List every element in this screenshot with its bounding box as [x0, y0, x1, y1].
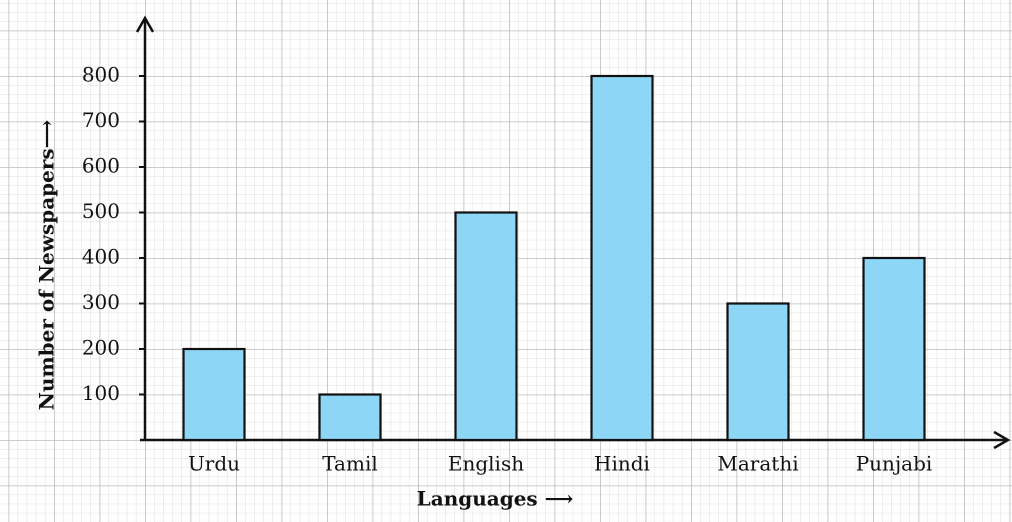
y-tick-label: 400	[82, 245, 120, 269]
y-tick-label: 300	[82, 290, 120, 314]
x-axis-arrow	[993, 430, 1011, 450]
x-tick-label: Urdu	[188, 452, 240, 476]
y-tick-label: 200	[82, 336, 120, 360]
bar	[726, 302, 790, 442]
bar	[454, 211, 518, 442]
y-tick-label: 800	[82, 63, 120, 87]
y-tick-label: 600	[82, 154, 120, 178]
bar	[590, 74, 654, 442]
y-tick-label: 700	[82, 108, 120, 132]
y-tick-label: 100	[82, 381, 120, 405]
x-tick-label: English	[448, 452, 524, 476]
y-axis-arrow	[135, 15, 155, 33]
x-axis-title: Languages ⟶	[417, 487, 574, 511]
y-axis-title: Number of Newspapers⟶	[35, 120, 59, 411]
x-tick-label: Marathi	[717, 452, 798, 476]
bar	[862, 256, 926, 442]
x-tick-label: Hindi	[594, 452, 650, 476]
bar	[318, 393, 382, 442]
x-tick-label: Punjabi	[856, 452, 933, 476]
bar	[182, 347, 246, 442]
y-tick-label: 500	[82, 199, 120, 223]
x-tick-label: Tamil	[322, 452, 377, 476]
